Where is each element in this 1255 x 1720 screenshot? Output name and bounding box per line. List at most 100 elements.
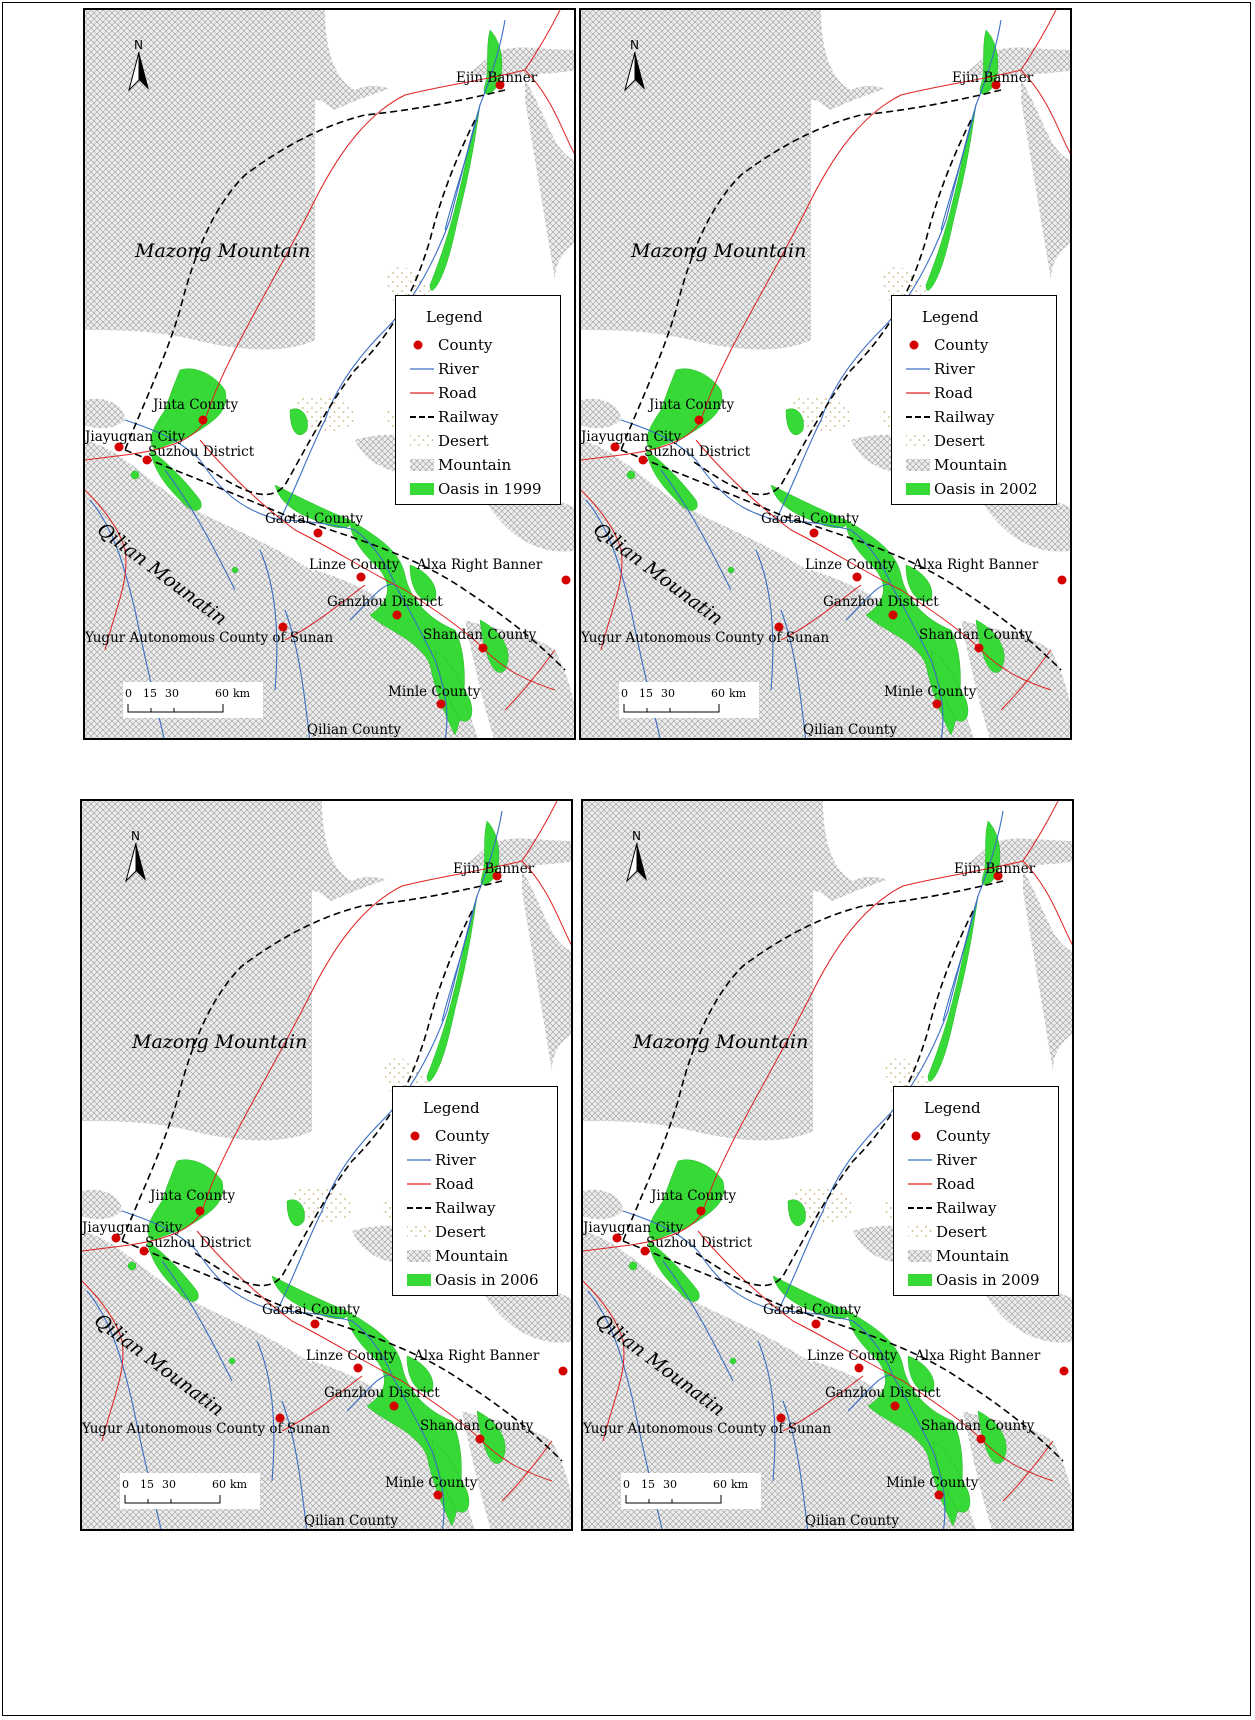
place-label-jinta: Jinta County xyxy=(153,397,239,413)
mountain-symbol-icon xyxy=(410,459,434,471)
county-jiayuguan xyxy=(114,442,124,452)
place-label-ganzhou: Ganzhou District xyxy=(327,594,443,610)
place-label-shandan: Shandan County xyxy=(423,627,537,643)
place-label-ejin: Ejin Banner xyxy=(954,861,1036,877)
mountain-area-northeast xyxy=(821,10,1070,100)
county-jinta xyxy=(198,415,208,425)
legend-item-river: River xyxy=(894,1149,1058,1173)
place-label-sunan: Yugur Autonomous County of Sunan xyxy=(82,1421,331,1437)
county-suzhou xyxy=(142,455,152,465)
mountain-area-northeast xyxy=(322,801,571,891)
mountain-area-northeast xyxy=(823,801,1072,891)
legend-label-county: County xyxy=(936,1127,991,1145)
legend-item-oasis: Oasis in 2002 xyxy=(892,478,1056,502)
place-label-alxa: Alxa Right Banner xyxy=(414,1348,540,1364)
map-panel-2002: N Mazong Mountain Qilian Mounatin Ejin B… xyxy=(579,8,1072,740)
legend-item-desert: Desert xyxy=(393,1221,557,1245)
place-label-qilian: Qilian County xyxy=(805,1513,899,1529)
mountain-patch-left xyxy=(85,398,125,429)
mazong-mountain-label: Mazong Mountain xyxy=(631,240,807,262)
map-legend: Legend County River Road Railway Desert xyxy=(893,1086,1059,1296)
oasis-symbol-icon xyxy=(410,483,434,495)
county-sunan xyxy=(776,1413,786,1423)
scale-unit: km xyxy=(729,687,747,700)
mountain-symbol-icon xyxy=(407,1250,431,1262)
mountain-symbol-icon xyxy=(906,459,930,471)
place-label-shandan: Shandan County xyxy=(919,627,1033,643)
legend-item-county: County xyxy=(892,334,1056,358)
map-canvas xyxy=(82,801,571,1529)
county-symbol-icon xyxy=(911,1131,921,1141)
road-symbol-icon xyxy=(410,392,434,394)
place-label-shandan: Shandan County xyxy=(420,1418,534,1434)
county-gaotai xyxy=(313,528,323,538)
county-ejin xyxy=(492,871,502,881)
place-label-sunan: Yugur Autonomous County of Sunan xyxy=(85,630,334,646)
legend-label-mountain: Mountain xyxy=(438,456,512,474)
county-linze xyxy=(852,572,862,582)
mountain-area-north xyxy=(85,10,574,350)
mountain-area-east xyxy=(1021,80,1070,280)
county-ganzhou xyxy=(888,610,898,620)
desert-symbol-icon xyxy=(908,1226,932,1238)
place-label-sunan: Yugur Autonomous County of Sunan xyxy=(583,1421,832,1437)
mountain-patch-east xyxy=(482,1285,571,1343)
county-sunan xyxy=(275,1413,285,1423)
mountain-area-north xyxy=(583,801,1072,1141)
county-minle xyxy=(433,1490,443,1500)
mountain-area-east xyxy=(525,80,574,280)
county-symbol-icon xyxy=(909,340,919,350)
place-label-jinta: Jinta County xyxy=(649,397,735,413)
desert-symbol-icon xyxy=(407,1226,431,1238)
county-alxa xyxy=(1059,1366,1069,1376)
north-arrow-label: N xyxy=(134,38,143,52)
scale-tick-0: 0 xyxy=(623,1478,630,1491)
county-shandan xyxy=(475,1434,485,1444)
county-alxa xyxy=(561,575,571,585)
mountain-area-east xyxy=(522,871,571,1071)
mountain-area-northeast xyxy=(325,10,574,100)
place-label-jiayuguan: Jiayuguan City xyxy=(82,1220,183,1236)
north-arrow-label: N xyxy=(131,829,140,843)
scale-tick-60: 60 xyxy=(713,1478,727,1491)
legend-label-river: River xyxy=(934,360,975,378)
county-shandan xyxy=(974,643,984,653)
scale-bar-graphic xyxy=(625,1495,722,1504)
mountain-area-south xyxy=(811,570,975,738)
river-symbol-icon xyxy=(410,368,434,370)
legend-item-desert: Desert xyxy=(396,430,560,454)
legend-item-railway: Railway xyxy=(396,406,560,430)
mountain-patch-left xyxy=(581,398,621,429)
north-arrow: N xyxy=(623,38,647,92)
place-label-minle: Minle County xyxy=(388,684,481,700)
mountain-patch-east xyxy=(981,494,1070,552)
legend-label-railway: Railway xyxy=(936,1199,997,1217)
legend-label-river: River xyxy=(936,1151,977,1169)
oasis-symbol-icon xyxy=(906,483,930,495)
legend-label-county: County xyxy=(438,336,493,354)
place-label-ejin: Ejin Banner xyxy=(952,70,1034,86)
place-label-minle: Minle County xyxy=(385,1475,478,1491)
county-alxa xyxy=(558,1366,568,1376)
place-label-jinta: Jinta County xyxy=(651,1188,737,1204)
place-label-linze: Linze County xyxy=(807,1348,898,1364)
county-ejin xyxy=(495,80,505,90)
county-alxa xyxy=(1057,575,1067,585)
legend-label-mountain: Mountain xyxy=(435,1247,509,1265)
scale-tick-0: 0 xyxy=(122,1478,129,1491)
place-label-qilian: Qilian County xyxy=(307,722,401,738)
county-points xyxy=(111,871,568,1500)
county-points xyxy=(612,871,1069,1500)
legend-title: Legend xyxy=(426,308,483,326)
place-label-gaotai: Gaotai County xyxy=(265,511,363,527)
oasis-areas xyxy=(127,820,506,1527)
scale-unit: km xyxy=(230,1478,248,1491)
mountain-area-south xyxy=(312,1361,476,1529)
legend-item-mountain: Mountain xyxy=(393,1245,557,1269)
legend-item-river: River xyxy=(396,358,560,382)
mountain-patch-left xyxy=(82,1189,122,1220)
county-minle xyxy=(934,1490,944,1500)
place-label-ganzhou: Ganzhou District xyxy=(324,1385,440,1401)
legend-label-railway: Railway xyxy=(435,1199,496,1217)
